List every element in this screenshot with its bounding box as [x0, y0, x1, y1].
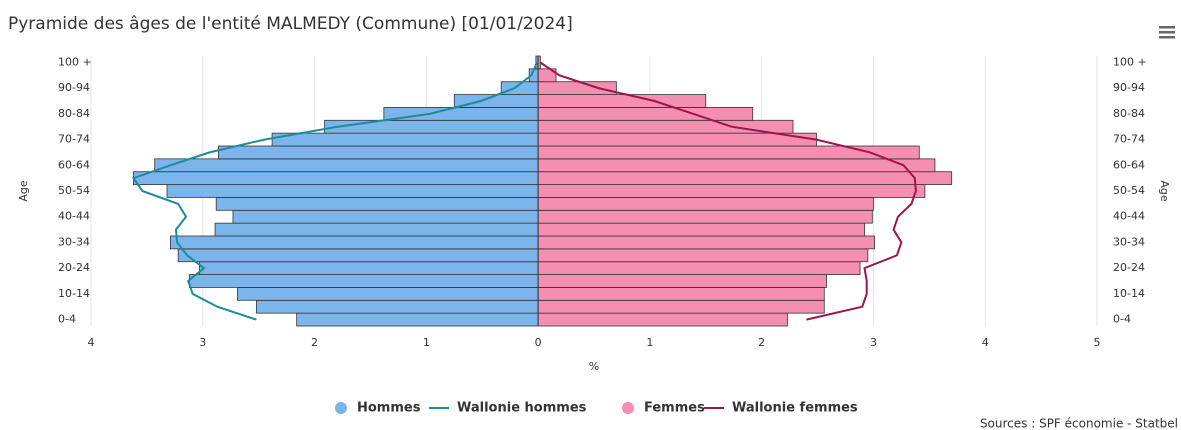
- bar: [537, 107, 754, 121]
- bar: [537, 158, 936, 173]
- legend-label: Wallonie femmes: [732, 401, 858, 416]
- bar: [324, 119, 539, 134]
- y-tick-label-right: 60-64: [1113, 158, 1145, 171]
- bar: [188, 274, 539, 288]
- x-tick-label: 1: [423, 336, 430, 349]
- y-tick-label: 100 +: [58, 55, 92, 68]
- bar: [256, 299, 539, 314]
- x-tick-label: 3: [870, 336, 877, 349]
- bar: [537, 235, 875, 250]
- legend-marker: [622, 402, 634, 414]
- bar: [537, 145, 920, 160]
- x-tick-label: 5: [1094, 336, 1101, 349]
- y-tick-label: 40-44: [58, 210, 90, 223]
- legend-marker: [335, 402, 347, 414]
- bar: [537, 197, 874, 211]
- bar: [537, 274, 827, 288]
- bar: [383, 107, 539, 121]
- legend-item[interactable]: Femmes: [622, 401, 705, 416]
- legend-item[interactable]: Wallonie femmes: [704, 401, 858, 416]
- source: Sources : SPF économie - Statbel: [980, 417, 1178, 430]
- menu-bar: [1159, 36, 1175, 39]
- y-tick-label-right: 90-94: [1113, 81, 1145, 94]
- y-tick-label-right: 70-74: [1113, 133, 1145, 146]
- bar: [537, 312, 788, 327]
- x-tick-label: 3: [199, 336, 206, 349]
- bar: [537, 132, 817, 147]
- y-axis-label-right: Age: [1158, 180, 1171, 202]
- bar: [154, 158, 539, 173]
- bar: [537, 171, 953, 185]
- x-tick-label: 0: [535, 336, 542, 349]
- bar: [214, 222, 539, 237]
- bar: [537, 94, 707, 108]
- y-axis-label: Age: [17, 180, 30, 202]
- menu-bar: [1159, 26, 1175, 29]
- y-tick-label: 20-24: [58, 261, 90, 274]
- legend-item[interactable]: Hommes: [335, 401, 421, 416]
- x-tick-label: 4: [982, 336, 989, 349]
- legend-label: Wallonie hommes: [457, 401, 587, 416]
- y-tick-label: 10-14: [58, 287, 90, 300]
- bar: [537, 248, 869, 263]
- bar: [537, 222, 865, 237]
- bar: [166, 184, 539, 198]
- bar: [215, 197, 539, 211]
- y-tick-label: 60-64: [58, 158, 90, 171]
- x-tick-label: 1: [646, 336, 653, 349]
- bar: [537, 81, 617, 95]
- y-tick-label-right: 0-4: [1113, 313, 1131, 326]
- bar: [232, 209, 539, 224]
- legend-label: Femmes: [644, 401, 705, 416]
- bar: [537, 184, 926, 198]
- y-tick-label-right: 80-84: [1113, 107, 1145, 120]
- y-tick-label-right: 30-34: [1113, 235, 1145, 248]
- chart-title: Pyramide des âges de l'entité MALMEDY (C…: [8, 14, 573, 34]
- y-tick-label: 80-84: [58, 107, 90, 120]
- bar: [169, 235, 539, 250]
- x-axis-label: %: [589, 360, 599, 373]
- legend-item[interactable]: Wallonie hommes: [429, 401, 587, 416]
- y-tick-label-right: 50-54: [1113, 184, 1145, 197]
- x-tick-label: 2: [758, 336, 765, 349]
- y-tick-label-right: 100 +: [1113, 55, 1147, 68]
- bar: [271, 132, 539, 147]
- y-tick-label-right: 20-24: [1113, 261, 1145, 274]
- y-tick-label: 70-74: [58, 133, 90, 146]
- menu-icon[interactable]: [1159, 26, 1175, 39]
- x-tick-label: 2: [311, 336, 318, 349]
- y-tick-label-right: 40-44: [1113, 210, 1145, 223]
- bar: [133, 171, 539, 185]
- y-tick-label: 30-34: [58, 235, 90, 248]
- menu-bar: [1159, 31, 1175, 34]
- legend-label: Hommes: [357, 401, 421, 416]
- x-tick-label: 4: [88, 336, 95, 349]
- y-tick-label: 50-54: [58, 184, 90, 197]
- line: [131, 62, 538, 321]
- line: [539, 61, 917, 321]
- bar: [218, 145, 539, 160]
- y-tick-label: 90-94: [58, 81, 90, 94]
- bar: [537, 261, 861, 275]
- bar: [537, 209, 873, 224]
- bar: [537, 299, 825, 314]
- bar: [177, 248, 539, 263]
- bar: [537, 287, 825, 301]
- bar: [237, 287, 539, 301]
- bar: [199, 261, 539, 275]
- bar: [296, 312, 539, 327]
- y-tick-label: 0-4: [58, 313, 76, 326]
- y-tick-label-right: 10-14: [1113, 287, 1145, 300]
